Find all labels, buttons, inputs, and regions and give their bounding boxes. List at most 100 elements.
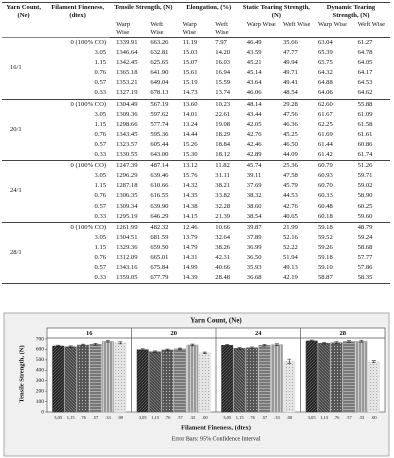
value-cell: 13.79: [182, 233, 198, 241]
column-header: Tensile Strength, (N): [110, 2, 177, 20]
value-cell: 64.62: [351, 88, 390, 100]
value-cell: 13.24: [182, 120, 198, 128]
bar: [283, 360, 296, 413]
value-cell: 48.54: [276, 88, 312, 100]
value-cell: 641.90: [150, 69, 169, 77]
fineness-cell: 3.05: [94, 172, 107, 180]
x-tick-label: .57: [262, 415, 268, 420]
table-row: 0.33 1359.05 677.79 14.39 28.48 36.68 42.19 58.…: [2, 273, 390, 285]
value-cell: 60.18: [311, 211, 352, 223]
subheader: Warp Wise: [240, 20, 277, 38]
value-cell: 1342.45: [116, 59, 138, 67]
value-cell: 37.69: [246, 182, 262, 190]
table-row: 3.05 1309.36 597.62 14.01 22.61 43.44 47.56 61.…: [2, 110, 390, 120]
value-cell: 39.11: [246, 172, 262, 180]
x-tick-label: .57: [177, 415, 183, 420]
value-cell: 12.46: [176, 221, 210, 233]
value-cell: 60.25: [357, 202, 373, 210]
value-cell: 40.65: [276, 211, 312, 223]
value-cell: 29.28: [276, 98, 312, 110]
value-cell: 646.29: [144, 211, 177, 223]
header-row: Yarn Count, (Ne) Filament Fineness, (dtex…: [2, 2, 390, 38]
table-row: 0.33 1330.55 643.00 15.30 18.12 42.89 44.09 61.…: [2, 150, 390, 162]
value-cell: 37.89: [246, 233, 262, 241]
value-cell: 15.03: [182, 49, 198, 57]
bar: [305, 340, 318, 413]
value-cell: 42.89: [240, 150, 277, 162]
fineness-cell: 0.76: [94, 253, 107, 261]
value-cell: 59.18: [311, 221, 352, 233]
table-row: 16/1 0 (100% CO) 1339.91 663.26 11.19 7.97 46.…: [2, 37, 390, 100]
value-cell: 675.84: [150, 264, 169, 272]
value-cell: 1329.36: [116, 243, 138, 251]
fineness-cell: 0.76: [94, 192, 107, 200]
value-cell: 616.55: [150, 192, 169, 200]
bar: [136, 349, 149, 413]
bar: [52, 345, 65, 413]
error-bar: [81, 343, 86, 347]
table-row: 0.57 1323.57 605.44 15.26 18.84 42.46 46.50 61.…: [2, 140, 390, 150]
error-bar: [202, 351, 207, 354]
bar: [355, 341, 368, 413]
table-row: 3.05 1346.64 632.81 15.03 14.20 43.59 47.77 65.…: [2, 48, 390, 58]
table-row: 0.57 1309.34 639.90 14.38 32.28 38.60 42.76 60.…: [2, 202, 390, 212]
fineness-cell: 0 (100% CO): [45, 221, 111, 233]
fineness-cell: 0.33: [45, 150, 111, 162]
table-row: 28/1 0 (100% CO) 1261.99 482.32 12.46 10.66 39…: [2, 221, 390, 285]
value-cell: 47.77: [282, 49, 298, 57]
value-cell: 663.26: [144, 37, 177, 49]
value-cell: 52.22: [282, 243, 298, 251]
value-cell: 36.50: [246, 253, 262, 261]
value-cell: 59.10: [317, 264, 333, 272]
value-cell: 44.53: [282, 192, 298, 200]
y-tick-label: 600: [36, 347, 45, 353]
x-tick-label: .57: [93, 415, 99, 420]
value-cell: 45.14: [246, 69, 262, 77]
error-bar: [177, 347, 182, 350]
value-cell: 61.69: [317, 130, 333, 138]
value-cell: 659.50: [150, 243, 169, 251]
table-row: 1.15 1287.18 610.66 14.32 38.21 37.69 45.79 60.…: [2, 181, 390, 191]
value-cell: 7.97: [209, 37, 241, 49]
value-cell: 49.41: [282, 79, 298, 87]
bar: [233, 348, 246, 413]
subheader: Weft Wise: [144, 20, 177, 38]
column-header: Yarn Count, (Ne): [2, 2, 46, 38]
value-cell: 15.07: [182, 59, 198, 67]
value-cell: 597.62: [150, 110, 169, 118]
x-tick-label: 3,05: [139, 415, 148, 421]
x-tick-label: .76: [165, 415, 171, 420]
error-bar: [334, 341, 339, 344]
value-cell: 36.68: [240, 273, 277, 285]
panel-label: 20: [171, 330, 178, 337]
table-row: 24/1 0 (100% CO) 1247.39 487.14 13.12 11.82 45…: [2, 160, 390, 223]
value-cell: 567.19: [144, 98, 177, 110]
value-cell: 487.14: [144, 160, 177, 172]
value-cell: 1312.09: [116, 253, 138, 261]
value-cell: 58.35: [351, 273, 390, 285]
value-cell: 40.66: [215, 264, 231, 272]
value-cell: 14.35: [182, 192, 198, 200]
value-cell: 10.66: [209, 221, 241, 233]
value-cell: 1287.18: [116, 182, 138, 190]
data-table: Yarn Count, (Ne) Filament Fineness, (dtex…: [2, 2, 390, 285]
value-cell: 42.05: [246, 120, 262, 128]
value-cell: 32.64: [215, 233, 231, 241]
bar: [114, 342, 127, 413]
subheader: Warp Wise: [311, 20, 352, 38]
x-tick-label: 3,05: [54, 415, 63, 421]
error-bar: [322, 342, 327, 345]
panel-label: 28: [340, 330, 347, 337]
bar: [221, 345, 234, 413]
fineness-cell: 3.05: [94, 233, 107, 241]
value-cell: 16.03: [215, 59, 231, 67]
x-tick-label: .33: [105, 415, 111, 420]
error-bar: [250, 346, 255, 349]
value-cell: 60.79: [311, 160, 352, 172]
value-cell: 22.61: [215, 110, 231, 118]
error-bar: [225, 344, 230, 347]
value-cell: 19.08: [215, 120, 231, 128]
value-cell: 13.12: [176, 160, 210, 172]
value-cell: 1339.91: [110, 37, 145, 49]
value-cell: 55.88: [351, 98, 390, 110]
